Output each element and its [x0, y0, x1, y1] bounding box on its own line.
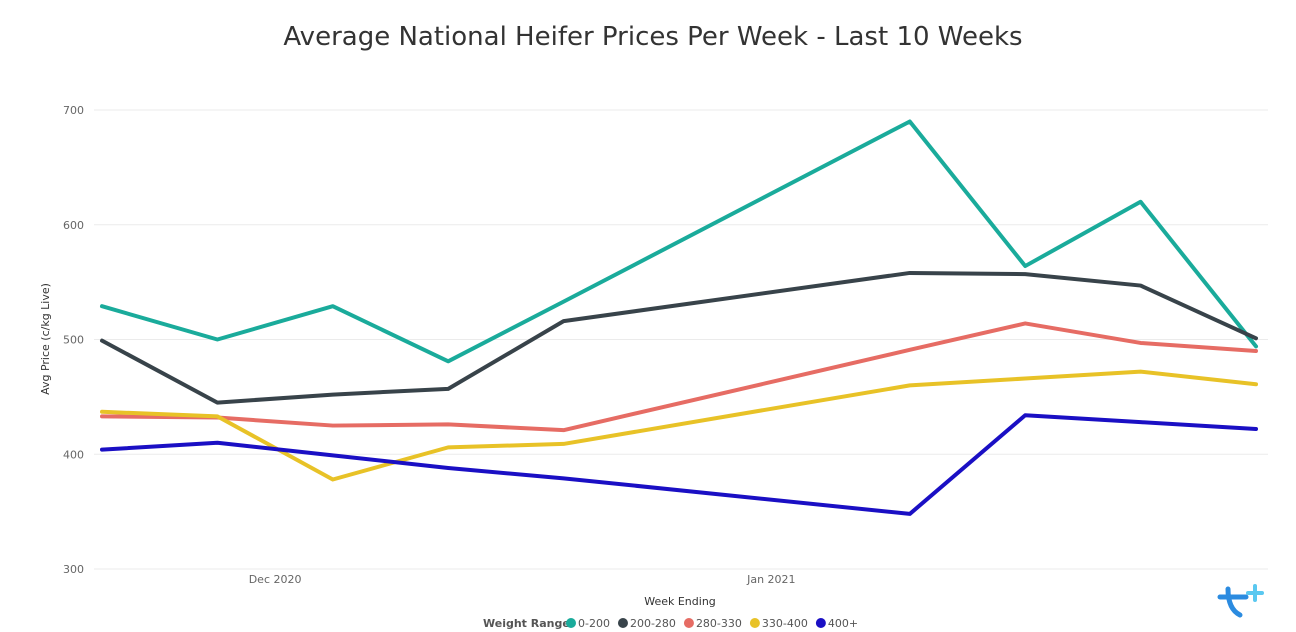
chart-title: Average National Heifer Prices Per Week … — [283, 22, 1022, 52]
y-tick-label: 700 — [63, 104, 84, 117]
legend-label: 400+ — [828, 617, 858, 630]
y-axis-title: Avg Price (c/kg Live) — [39, 283, 52, 395]
y-axis-ticks: 300 400 500 600 700 — [63, 104, 84, 576]
y-tick-label: 500 — [63, 334, 84, 347]
legend-marker — [617, 618, 628, 628]
legend-label: 0-200 — [578, 617, 610, 630]
series-line-330-400 — [100, 369, 1258, 482]
legend-marker — [566, 618, 576, 628]
legend: Weight Range 0-200 200-280 280-330 330-400 4… — [483, 617, 858, 630]
x-tick-label: Dec 2020 — [249, 573, 302, 586]
series-line-280-330 — [100, 321, 1258, 433]
legend-label: 330-400 — [762, 617, 808, 630]
series-line-0-200 — [100, 119, 1258, 364]
y-tick-label: 300 — [63, 563, 84, 576]
y-tick-label: 400 — [63, 448, 84, 461]
series-lines — [100, 119, 1258, 516]
y-tick-label: 600 — [63, 219, 84, 232]
legend-marker — [683, 618, 694, 628]
series-line-200-280 — [100, 270, 1258, 405]
t-plus-logo-icon — [1217, 584, 1264, 618]
legend-label: 200-280 — [630, 617, 676, 630]
x-tick-label: Jan 2021 — [746, 573, 795, 586]
legend-label: 280-330 — [696, 617, 742, 630]
series-line-400+ — [100, 413, 1258, 516]
x-axis-title: Week Ending — [644, 595, 716, 608]
legend-marker — [749, 618, 760, 628]
gridlines — [94, 109, 1268, 570]
legend-title: Weight Range — [483, 617, 570, 630]
x-axis-ticks: Dec 2020 Jan 2021 — [249, 573, 796, 586]
legend-marker — [815, 618, 826, 628]
